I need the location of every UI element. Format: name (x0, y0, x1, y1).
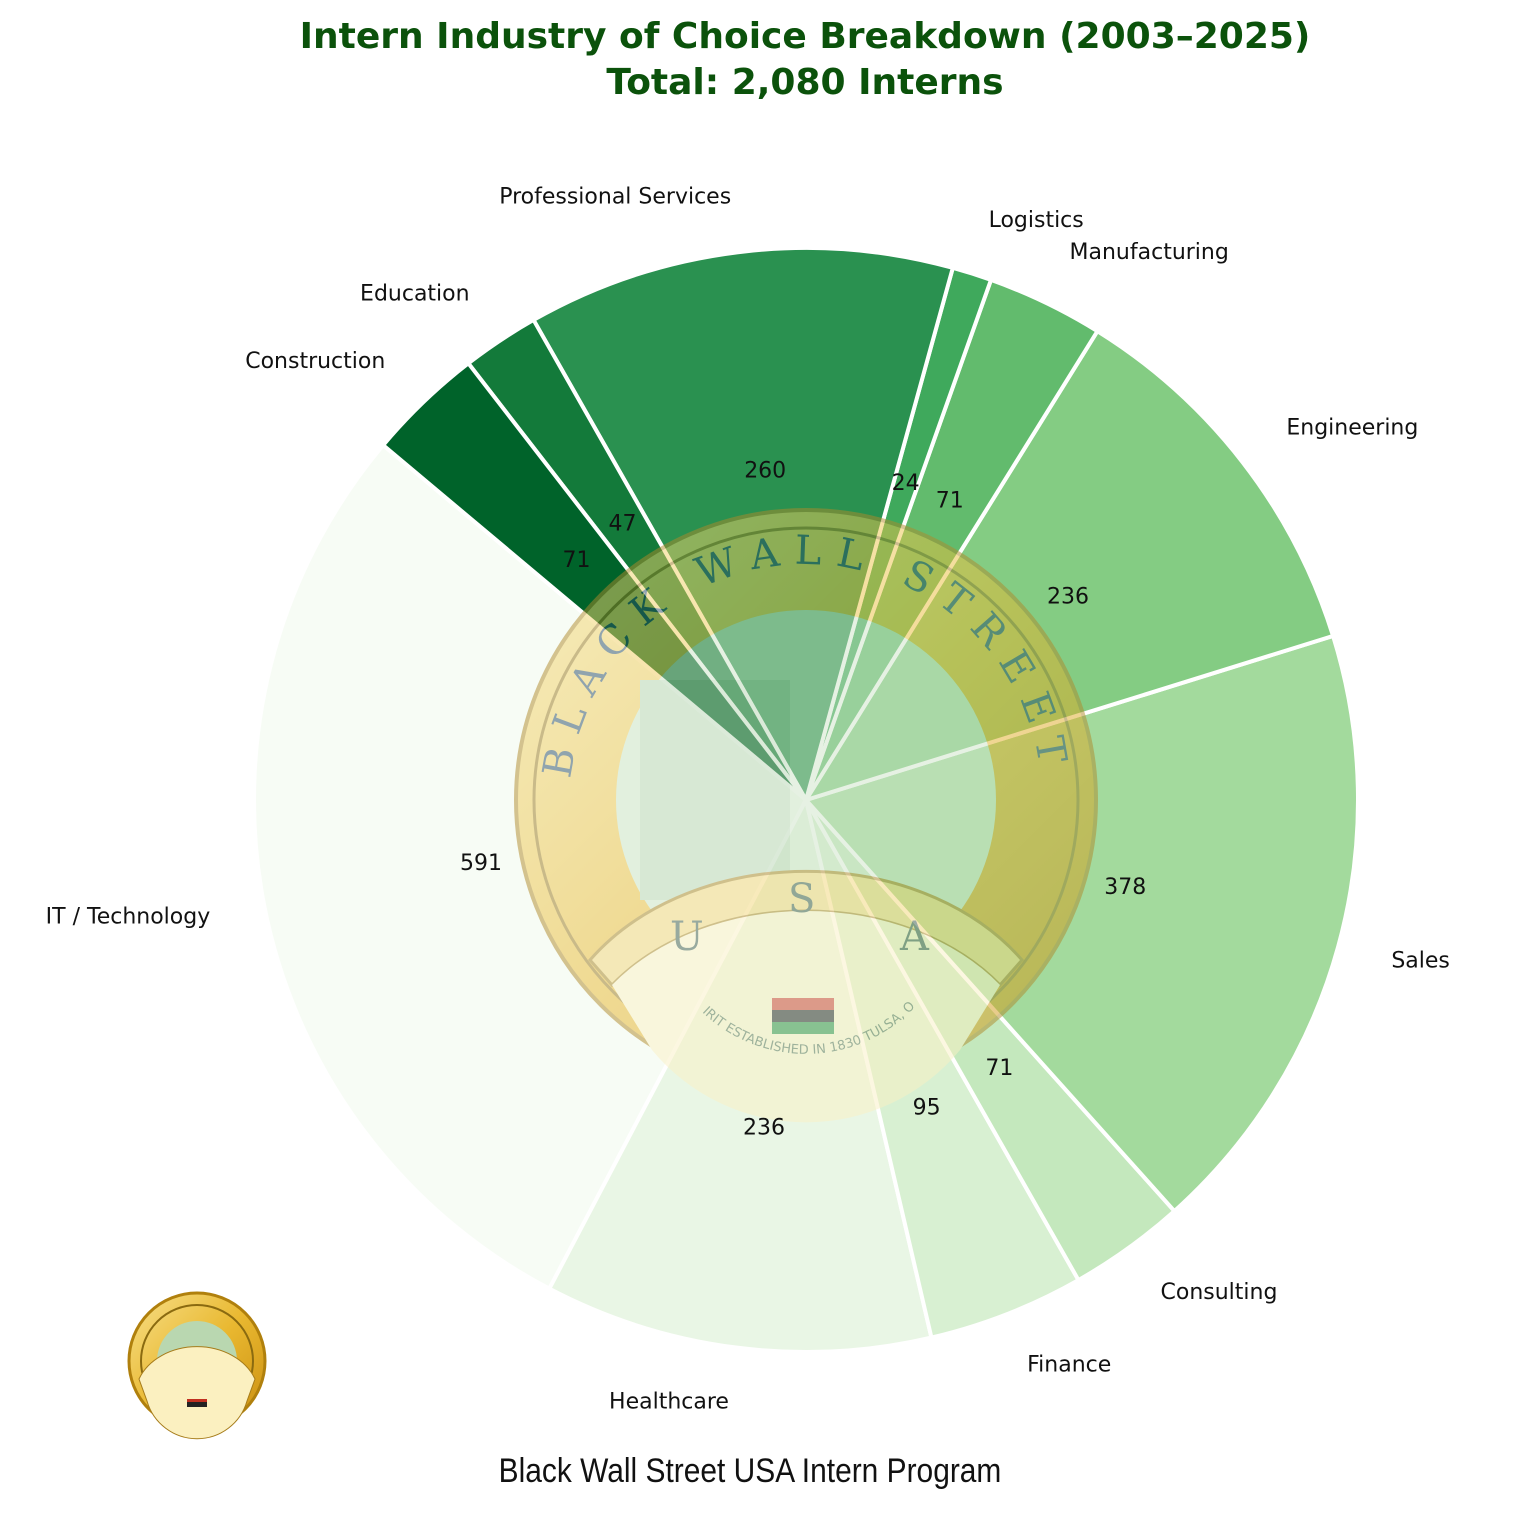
category-label: Manufacturing (1070, 240, 1229, 265)
category-label: Healthcare (609, 1389, 729, 1414)
value-label: 236 (743, 1116, 785, 1141)
chart-title: Intern Industry of Choice Breakdown (200… (0, 14, 1518, 106)
category-label: Logistics (989, 208, 1084, 233)
chart-subtitle: Total: 2,080 Interns (606, 62, 1004, 103)
svg-text:U: U (670, 914, 704, 960)
value-label: 71 (563, 548, 591, 573)
category-label: IT / Technology (46, 904, 211, 929)
category-label: Engineering (1286, 416, 1418, 441)
bwsusa-logo (127, 1291, 267, 1440)
category-label: Education (360, 282, 470, 307)
value-label: 260 (744, 458, 786, 483)
category-label: Construction (245, 349, 385, 374)
value-label: 378 (1104, 875, 1146, 900)
svg-text:A: A (899, 914, 930, 960)
value-label: 95 (913, 1095, 941, 1120)
chart-title-main: Intern Industry of Choice Breakdown (200… (299, 16, 1311, 57)
value-label: 24 (892, 471, 920, 496)
value-label: 47 (609, 511, 637, 536)
category-label: Consulting (1161, 1280, 1278, 1305)
category-label: Sales (1391, 948, 1450, 973)
chart-footer: Black Wall Street USA Intern Program (498, 1452, 1002, 1490)
value-label: 71 (985, 1056, 1013, 1081)
labels: IT / Technology 591 Healthcare 236 Finance 95… (46, 184, 1450, 1414)
value-label: 71 (936, 489, 964, 514)
value-label: 236 (1047, 584, 1089, 609)
category-label: Professional Services (499, 184, 731, 209)
category-label: Finance (1027, 1353, 1111, 1378)
value-label: 591 (460, 851, 502, 876)
svg-text:S: S (788, 876, 815, 922)
